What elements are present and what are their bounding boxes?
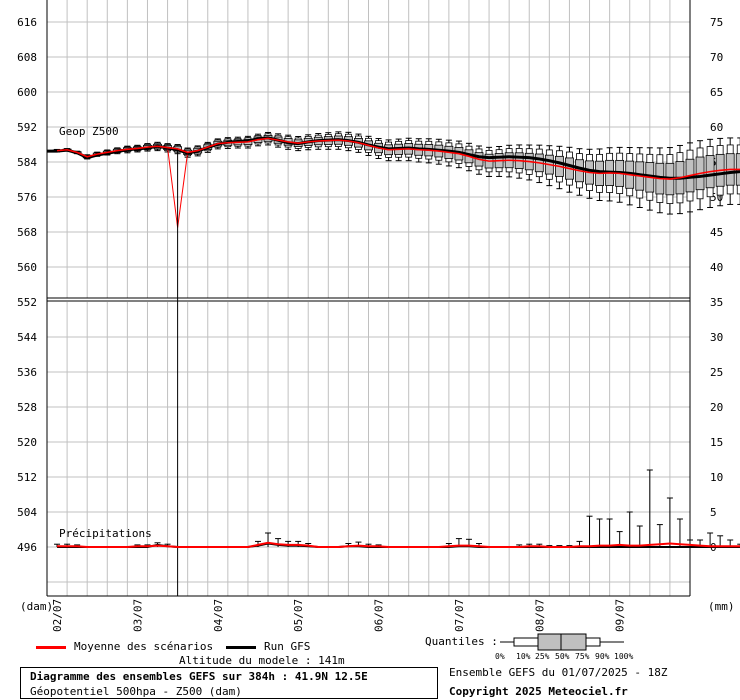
panel-label-precip: Précipitations (59, 527, 152, 540)
y-tick-left: 592 (17, 121, 37, 134)
y-tick-right: 40 (710, 261, 723, 274)
precip-mean-line (57, 541, 740, 548)
y-tick-right: 25 (710, 366, 723, 379)
y-tick-left: 536 (17, 366, 37, 379)
x-tick-label: 05/07 (292, 599, 305, 632)
legend-run-swatch (226, 646, 256, 649)
y-tick-left: 608 (17, 51, 37, 64)
legend-mean-swatch (36, 646, 66, 649)
y-tick-right: 70 (710, 51, 723, 64)
z500-run-line (47, 136, 740, 180)
y-tick-left: 512 (17, 471, 37, 484)
model-altitude: Altitude du modele : 141m (179, 654, 345, 667)
x-tick-label: 02/07 (51, 599, 64, 632)
x-tick-label: 03/07 (131, 599, 144, 632)
ensemble-run-info: Ensemble GEFS du 01/07/2025 - 18Z (449, 666, 668, 679)
y-tick-right: 45 (710, 226, 723, 239)
y-tick-right: 60 (710, 121, 723, 134)
left-unit-label: (dam) (20, 600, 54, 613)
quantiles-label: Quantiles : (425, 635, 498, 648)
chart-subtitle: Géopotentiel 500hpa - Z500 (dam) (30, 685, 242, 698)
y-tick-left: 584 (17, 156, 37, 169)
quantile-tick: 50% (555, 652, 570, 661)
quantile-tick: 75% (575, 652, 590, 661)
title-box (20, 667, 438, 699)
y-tick-right: 35 (710, 296, 723, 309)
y-tick-left: 544 (17, 331, 37, 344)
x-tick-label: 06/07 (373, 599, 386, 632)
y-tick-left: 616 (17, 16, 37, 29)
quantile-tick: 10% (516, 652, 531, 661)
y-tick-left: 600 (17, 86, 37, 99)
chart-title: Diagramme des ensembles GEFS sur 384h : … (30, 670, 368, 683)
quantile-tick: 90% (595, 652, 610, 661)
y-tick-right: 5 (710, 506, 717, 519)
y-tick-right: 10 (710, 471, 723, 484)
x-tick-label: 09/07 (614, 599, 627, 632)
copyright: Copyright 2025 Meteociel.fr (449, 685, 628, 698)
quantile-tick: 0% (495, 652, 505, 661)
y-tick-left: 576 (17, 191, 37, 204)
legend-run-label: Run GFS (264, 640, 311, 653)
x-tick-label: 04/07 (212, 599, 225, 632)
y-tick-left: 552 (17, 296, 37, 309)
y-tick-left: 528 (17, 401, 37, 414)
y-tick-right: 30 (710, 331, 723, 344)
y-tick-left: 560 (17, 261, 37, 274)
y-tick-right: 65 (710, 86, 723, 99)
quantile-tick: 25% (535, 652, 550, 661)
y-tick-right: 75 (710, 16, 723, 29)
y-tick-left: 520 (17, 436, 37, 449)
quantile-tick: 100% (614, 652, 634, 661)
y-tick-right: 20 (710, 401, 723, 414)
right-unit-label: (mm) (708, 600, 735, 613)
y-tick-right: 15 (710, 436, 723, 449)
x-tick-label: 07/07 (453, 599, 466, 632)
panel-label-z500: Geop Z500 (59, 125, 119, 138)
legend-mean-label: Moyenne des scénarios (74, 640, 214, 653)
x-tick-label: 08/07 (533, 599, 546, 632)
quantile-legend-icon (500, 633, 624, 651)
z500-mean-line (56, 137, 740, 180)
y-tick-left: 496 (17, 541, 37, 554)
y-tick-left: 568 (17, 226, 37, 239)
y-tick-left: 504 (17, 506, 37, 519)
